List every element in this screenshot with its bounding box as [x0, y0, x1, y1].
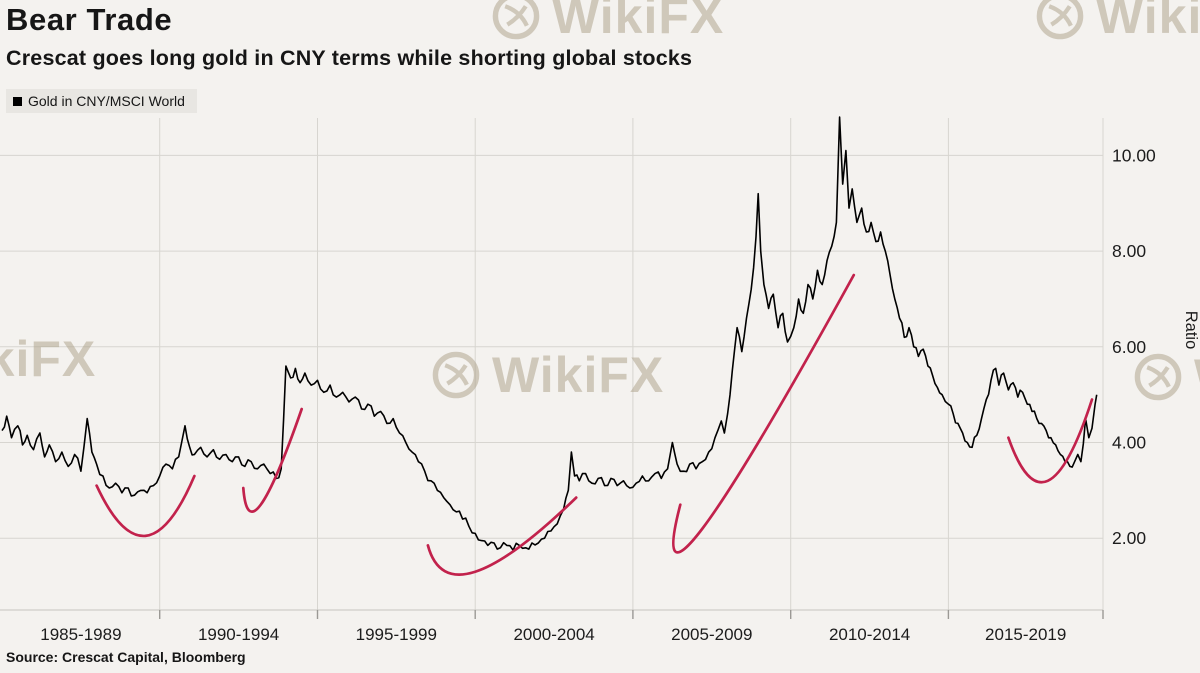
bear-swoosh-2017-2019: [1007, 398, 1094, 484]
source-attribution: Source: Crescat Capital, Bloomberg: [6, 649, 246, 665]
annotations-group: [95, 273, 1094, 576]
y-tick-label: 8.00: [1112, 241, 1146, 261]
bear-swoosh-2006-2012: [671, 273, 856, 554]
chart-legend: Gold in CNY/MSCI World: [6, 89, 197, 113]
axis-labels: 2.00 4.00 6.00 8.00 10.00 1985-1989 1990-1994 1…: [40, 145, 1200, 644]
x-tick-label: 2015-2019: [985, 625, 1066, 644]
y-tick-label: 4.00: [1112, 433, 1146, 453]
bear-swoosh-1992-1994: [241, 407, 304, 513]
x-tick-label: 1995-1999: [356, 625, 437, 644]
legend-swatch: [13, 96, 22, 106]
y-tick-label: 10.00: [1112, 145, 1156, 165]
chart-subtitle: Crescat goes long gold in CNY terms whil…: [6, 46, 693, 70]
bear-swoosh-1987-1990: [95, 474, 196, 538]
gridlines: [0, 118, 1104, 610]
bear-swoosh-1998-2003: [426, 496, 578, 576]
x-tick-label: 1990-1994: [198, 625, 279, 644]
y-tick-label: 2.00: [1112, 528, 1146, 548]
chart-title: Bear Trade: [6, 2, 173, 37]
y-axis-title: Ratio: [1182, 311, 1200, 350]
x-tick-label: 2010-2014: [829, 625, 910, 644]
series-line-gold-cny-msci: [1, 116, 1098, 551]
x-tick-label: 2005-2009: [671, 625, 752, 644]
legend-label: Gold in CNY/MSCI World: [28, 93, 185, 109]
x-tick-label: 2000-2004: [513, 625, 594, 644]
series-group: [1, 116, 1098, 551]
y-tick-label: 6.00: [1112, 337, 1146, 357]
x-tick-label: 1985-1989: [40, 625, 121, 644]
axes: [0, 609, 1104, 619]
